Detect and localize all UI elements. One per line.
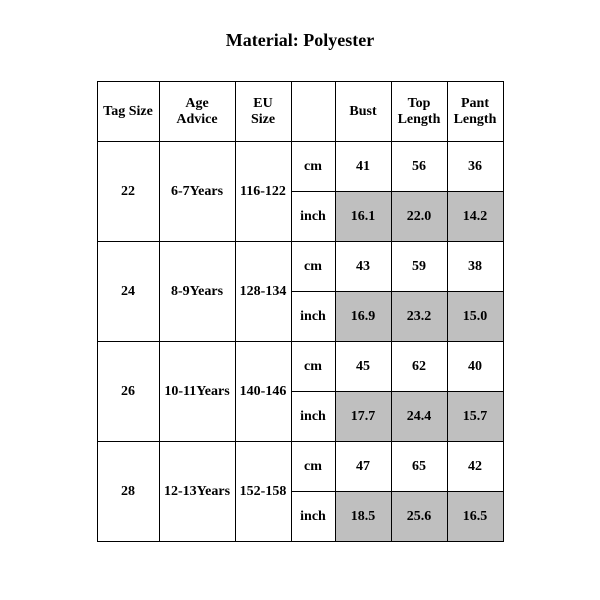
cell-eu: 140-146 (235, 342, 291, 442)
cell-unit: cm (291, 142, 335, 192)
page: Material: Polyester Tag Size Age Advice … (0, 0, 600, 600)
cell-eu: 152-158 (235, 442, 291, 542)
cell-unit: inch (291, 492, 335, 542)
table-row: 24 8-9Years 128-134 cm 43 59 38 (97, 242, 503, 292)
table-row: 26 10-11Years 140-146 cm 45 62 40 (97, 342, 503, 392)
cell-age: 6-7Years (159, 142, 235, 242)
col-pant-length: Pant Length (447, 82, 503, 142)
table-body: 22 6-7Years 116-122 cm 41 56 36 inch 16.… (97, 142, 503, 542)
col-unit (291, 82, 335, 142)
cell-bust: 16.9 (335, 292, 391, 342)
table-row: 22 6-7Years 116-122 cm 41 56 36 (97, 142, 503, 192)
cell-unit: cm (291, 442, 335, 492)
cell-age: 8-9Years (159, 242, 235, 342)
cell-top: 65 (391, 442, 447, 492)
cell-pant: 38 (447, 242, 503, 292)
cell-top: 59 (391, 242, 447, 292)
cell-eu: 128-134 (235, 242, 291, 342)
size-table: Tag Size Age Advice EU Size Bust Top Len… (97, 81, 504, 542)
cell-bust: 17.7 (335, 392, 391, 442)
col-age-advice: Age Advice (159, 82, 235, 142)
cell-pant: 36 (447, 142, 503, 192)
col-tag-size: Tag Size (97, 82, 159, 142)
cell-bust: 18.5 (335, 492, 391, 542)
col-bust: Bust (335, 82, 391, 142)
cell-unit: inch (291, 292, 335, 342)
page-title: Material: Polyester (0, 30, 600, 51)
table-header: Tag Size Age Advice EU Size Bust Top Len… (97, 82, 503, 142)
cell-age: 10-11Years (159, 342, 235, 442)
cell-pant: 42 (447, 442, 503, 492)
cell-pant: 40 (447, 342, 503, 392)
col-eu-size: EU Size (235, 82, 291, 142)
col-top-length: Top Length (391, 82, 447, 142)
cell-unit: inch (291, 392, 335, 442)
header-row: Tag Size Age Advice EU Size Bust Top Len… (97, 82, 503, 142)
cell-bust: 41 (335, 142, 391, 192)
cell-pant: 16.5 (447, 492, 503, 542)
cell-tag: 28 (97, 442, 159, 542)
cell-bust: 47 (335, 442, 391, 492)
cell-tag: 24 (97, 242, 159, 342)
cell-bust: 45 (335, 342, 391, 392)
cell-tag: 22 (97, 142, 159, 242)
cell-pant: 15.0 (447, 292, 503, 342)
cell-unit: inch (291, 192, 335, 242)
cell-unit: cm (291, 342, 335, 392)
cell-top: 22.0 (391, 192, 447, 242)
cell-bust: 16.1 (335, 192, 391, 242)
cell-unit: cm (291, 242, 335, 292)
cell-top: 56 (391, 142, 447, 192)
cell-eu: 116-122 (235, 142, 291, 242)
cell-top: 23.2 (391, 292, 447, 342)
cell-tag: 26 (97, 342, 159, 442)
cell-top: 25.6 (391, 492, 447, 542)
cell-bust: 43 (335, 242, 391, 292)
table-row: 28 12-13Years 152-158 cm 47 65 42 (97, 442, 503, 492)
cell-top: 24.4 (391, 392, 447, 442)
cell-top: 62 (391, 342, 447, 392)
cell-age: 12-13Years (159, 442, 235, 542)
cell-pant: 15.7 (447, 392, 503, 442)
cell-pant: 14.2 (447, 192, 503, 242)
